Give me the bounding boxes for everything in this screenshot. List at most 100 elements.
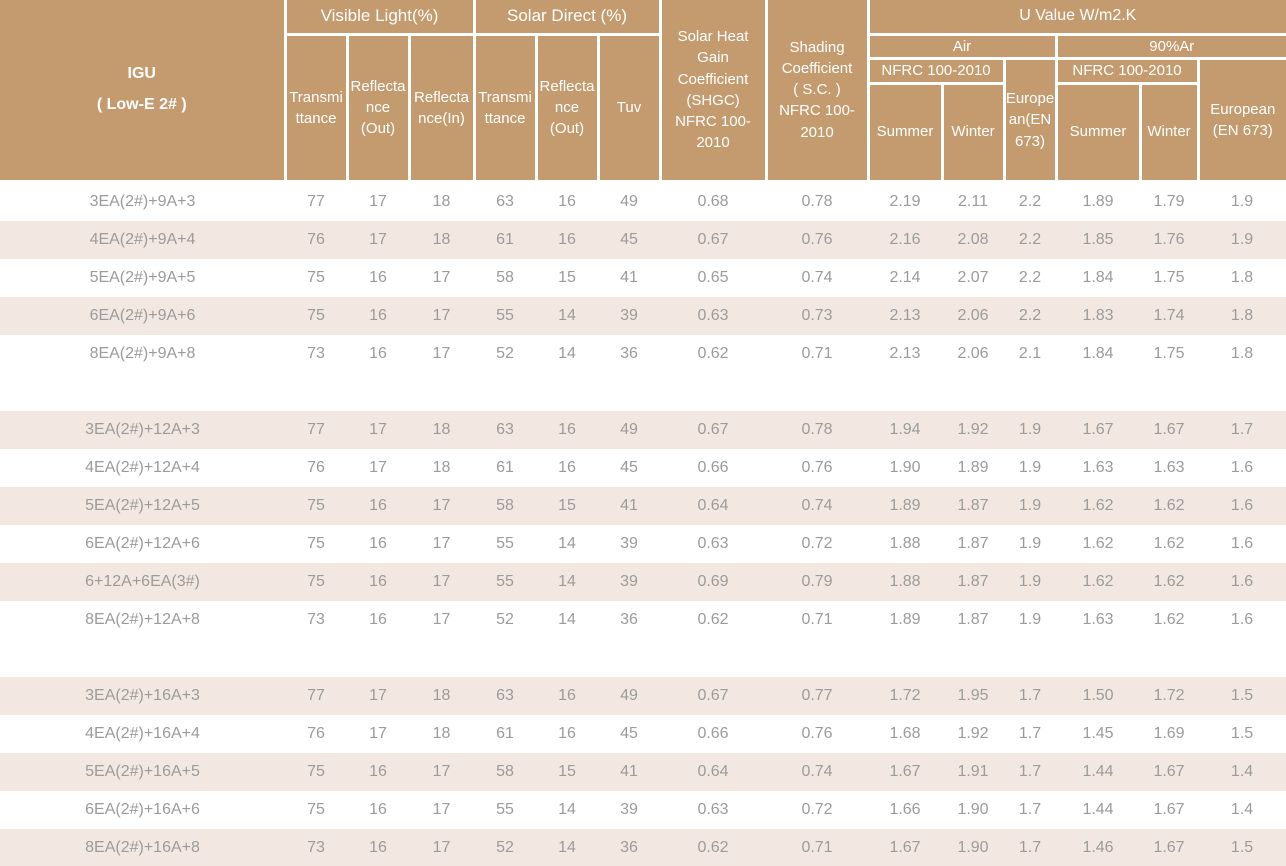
- value-cell: 1.62: [1140, 562, 1199, 601]
- value-cell: 1.89: [868, 600, 943, 639]
- value-cell: 2.2: [1004, 220, 1057, 259]
- value-cell: 1.91: [942, 752, 1005, 791]
- value-cell: 77: [285, 181, 347, 221]
- col-sd-transmittance-header: Transmi ttance: [472, 33, 538, 183]
- table-row: 8EA(2#)+12A+8 73 16 17 52 14 36 0.62 0.71 1.89 1.8…: [0, 600, 1286, 639]
- value-cell: 1.6: [1198, 524, 1286, 563]
- table-row: 3EA(2#)+16A+3 77 17 18 63 16 49 0.67 0.77 1.72 1.9…: [0, 676, 1286, 715]
- value-cell: 1.50: [1056, 676, 1141, 715]
- value-cell: 17: [347, 410, 409, 449]
- value-cell: 2.16: [868, 220, 943, 259]
- value-cell: 17: [347, 220, 409, 259]
- value-cell: 49: [598, 181, 661, 221]
- value-cell: 17: [409, 296, 474, 335]
- value-cell: 1.94: [868, 410, 943, 449]
- value-cell: 76: [285, 220, 347, 259]
- value-cell: 1.85: [1056, 220, 1141, 259]
- value-cell: 1.95: [942, 676, 1005, 715]
- value-cell: 18: [409, 448, 474, 487]
- value-cell: 17: [347, 676, 409, 715]
- value-cell: 39: [598, 524, 661, 563]
- value-cell: 0.67: [660, 410, 767, 449]
- value-cell: 75: [285, 486, 347, 525]
- value-cell: 1.7: [1004, 752, 1057, 791]
- value-cell: 1.89: [942, 448, 1005, 487]
- value-cell: 18: [409, 410, 474, 449]
- value-cell: 1.46: [1056, 828, 1141, 866]
- value-cell: 1.6: [1198, 600, 1286, 639]
- value-cell: 18: [409, 676, 474, 715]
- value-cell: 45: [598, 220, 661, 259]
- col-sd-reflectance-out-header: Reflecta nce (Out): [534, 33, 600, 183]
- igu-name-cell: 6+12A+6EA(3#): [0, 562, 285, 601]
- value-cell: 1.66: [868, 790, 943, 829]
- value-cell: 77: [285, 676, 347, 715]
- value-cell: 1.9: [1004, 410, 1057, 449]
- value-cell: 16: [536, 410, 598, 449]
- value-cell: 1.90: [942, 790, 1005, 829]
- value-cell: 0.78: [766, 181, 869, 221]
- value-cell: 0.79: [766, 562, 869, 601]
- value-cell: 1.9: [1004, 448, 1057, 487]
- value-cell: 2.2: [1004, 296, 1057, 335]
- value-cell: 2.1: [1004, 334, 1057, 373]
- value-cell: 1.45: [1056, 714, 1141, 753]
- value-cell: 61: [474, 448, 536, 487]
- value-cell: 15: [536, 258, 598, 297]
- table-row: 3EA(2#)+12A+3 77 17 18 63 16 49 0.67 0.78 1.94 1.9…: [0, 410, 1286, 449]
- value-cell: 75: [285, 752, 347, 791]
- value-cell: 17: [409, 334, 474, 373]
- value-cell: 17: [409, 828, 474, 866]
- value-cell: 16: [347, 258, 409, 297]
- value-cell: 45: [598, 448, 661, 487]
- value-cell: 52: [474, 828, 536, 866]
- value-cell: 0.62: [660, 600, 767, 639]
- value-cell: 1.92: [942, 410, 1005, 449]
- value-cell: 14: [536, 790, 598, 829]
- igu-name-cell: 5EA(2#)+9A+5: [0, 258, 285, 297]
- value-cell: 1.62: [1056, 486, 1141, 525]
- value-cell: 63: [474, 410, 536, 449]
- value-cell: 1.90: [868, 448, 943, 487]
- value-cell: 14: [536, 524, 598, 563]
- value-cell: 1.5: [1198, 714, 1286, 753]
- group-air: Air: [866, 32, 1058, 61]
- value-cell: 0.73: [766, 296, 869, 335]
- value-cell: 18: [409, 220, 474, 259]
- value-cell: 0.64: [660, 752, 767, 791]
- value-cell: 0.67: [660, 676, 767, 715]
- col-vl-transmittance-header: Transmi ttance: [283, 33, 349, 183]
- value-cell: 17: [409, 790, 474, 829]
- igu-name-cell: 4EA(2#)+12A+4: [0, 448, 285, 487]
- group-visible-light: Visible Light(%): [283, 0, 476, 36]
- value-cell: 52: [474, 600, 536, 639]
- value-cell: 0.76: [766, 714, 869, 753]
- value-cell: 1.9: [1004, 524, 1057, 563]
- value-cell: 1.63: [1056, 600, 1141, 639]
- value-cell: 0.68: [660, 181, 767, 221]
- value-cell: 16: [347, 486, 409, 525]
- group-solar-direct: Solar Direct (%): [472, 0, 662, 36]
- value-cell: 1.62: [1140, 524, 1199, 563]
- value-cell: 1.7: [1004, 828, 1057, 866]
- value-cell: 39: [598, 562, 661, 601]
- col-shgc-header: Solar Heat Gain Coefficient (SHGC) NFRC …: [658, 0, 768, 183]
- value-cell: 1.74: [1140, 296, 1199, 335]
- col-nfrc-argon-header: NFRC 100-2010: [1054, 57, 1200, 85]
- value-cell: 1.67: [868, 828, 943, 866]
- value-cell: 17: [347, 448, 409, 487]
- value-cell: 2.2: [1004, 258, 1057, 297]
- igu-name-cell: 3EA(2#)+12A+3: [0, 410, 285, 449]
- value-cell: 55: [474, 562, 536, 601]
- value-cell: 16: [536, 448, 598, 487]
- value-cell: 77: [285, 410, 347, 449]
- col-vl-reflectance-out-header: Reflecta nce (Out): [345, 33, 411, 183]
- value-cell: 16: [347, 828, 409, 866]
- value-cell: 14: [536, 562, 598, 601]
- value-cell: 49: [598, 410, 661, 449]
- igu-name-cell: 3EA(2#)+16A+3: [0, 676, 285, 715]
- value-cell: 41: [598, 258, 661, 297]
- value-cell: 1.67: [868, 752, 943, 791]
- value-cell: 16: [536, 676, 598, 715]
- value-cell: 16: [347, 524, 409, 563]
